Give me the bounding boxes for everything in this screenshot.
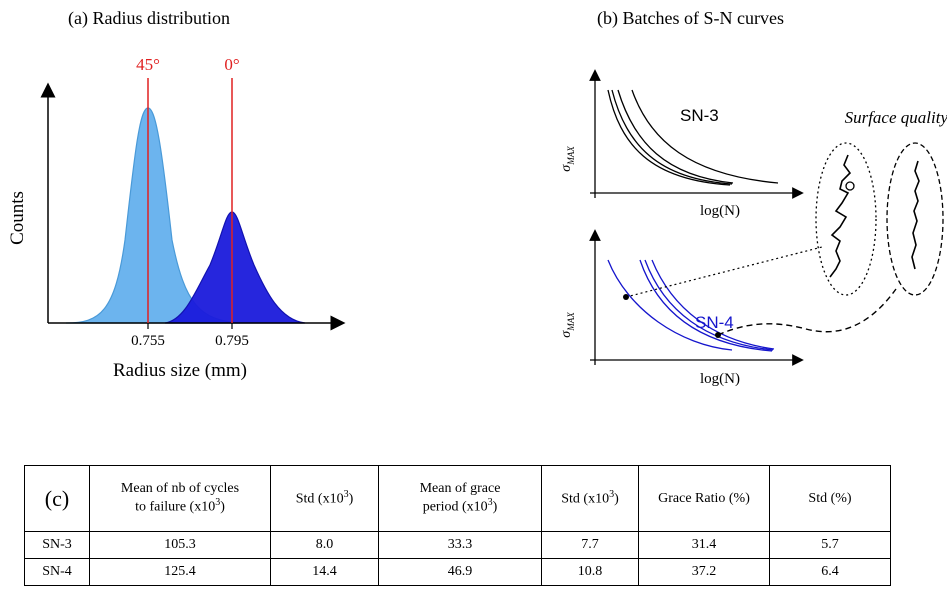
sn4-label: SN-4 (695, 313, 734, 332)
tick-label-0795: 0.795 (215, 333, 249, 349)
table-cell: 8.0 (270, 531, 379, 559)
table-cell: 33.3 (378, 531, 542, 559)
table-cell: 6.4 (769, 558, 891, 586)
sn4-curves (607, 259, 775, 352)
panel-a-title: (a) Radius distribution (68, 8, 230, 28)
radius-distribution-plot: 45° 0° 0.755 0.795 Radius size (mm) Coun… (7, 55, 346, 381)
table-cell: 14.4 (270, 558, 379, 586)
marker-label-0deg: 0° (224, 55, 239, 74)
table-row: SN-4 125.4 14.4 46.9 10.8 37.2 6.4 (24, 558, 891, 586)
surface-quality-label: Surface quality (845, 108, 947, 127)
table-cell: 125.4 (89, 558, 271, 586)
table-panel-label: (c) (24, 465, 90, 532)
top-x-axis-label: log(N) (700, 203, 740, 219)
header-std-ratio: Std (%) (769, 465, 891, 532)
header-mean-grace: Mean of grace period (x103) (378, 465, 542, 532)
table-cell: 5.7 (769, 531, 891, 559)
dotted-connector (625, 246, 823, 298)
bottom-y-axis-label: σMAX (559, 312, 576, 338)
x-axis-label: Radius size (mm) (113, 360, 247, 381)
sn3-label: SN-3 (680, 106, 719, 125)
sn-curves-diagram: SN-3 σMAX log(N) SN-4 σMAX log(N) Surfac… (559, 69, 947, 387)
table-row: SN-3 105.3 8.0 33.3 7.7 31.4 5.7 (24, 531, 891, 559)
table-cell: 37.2 (638, 558, 770, 586)
sn3-curves (607, 89, 779, 186)
header-grace-ratio: Grace Ratio (%) (638, 465, 770, 532)
smooth-surface-profile (911, 160, 920, 270)
rough-surface-profile (829, 154, 852, 278)
y-axis-label: Counts (7, 191, 28, 245)
marker-label-45deg: 45° (136, 55, 160, 74)
table-cell: 46.9 (378, 558, 542, 586)
surface-ellipse-dashed (886, 142, 944, 296)
row-label: SN-4 (24, 558, 90, 586)
surface-ellipse-dotted (815, 142, 877, 296)
tick-label-0755: 0.755 (131, 333, 165, 349)
table-cell: 7.7 (541, 531, 639, 559)
top-y-axis-label: σMAX (559, 146, 576, 172)
header-std-grace: Std (x103) (541, 465, 639, 532)
bottom-x-axis-label: log(N) (700, 371, 740, 387)
row-label: SN-3 (24, 531, 90, 559)
header-mean-cycles: Mean of nb of cycles to failure (x103) (89, 465, 271, 532)
dashed-connector (717, 288, 897, 336)
header-std-cycles: Std (x103) (270, 465, 379, 532)
table-cell: 10.8 (541, 558, 639, 586)
panel-b-title: (b) Batches of S-N curves (597, 8, 784, 28)
results-table: (c) Mean of nb of cycles to failure (x10… (24, 465, 891, 586)
table-cell: 31.4 (638, 531, 770, 559)
table-cell: 105.3 (89, 531, 271, 559)
